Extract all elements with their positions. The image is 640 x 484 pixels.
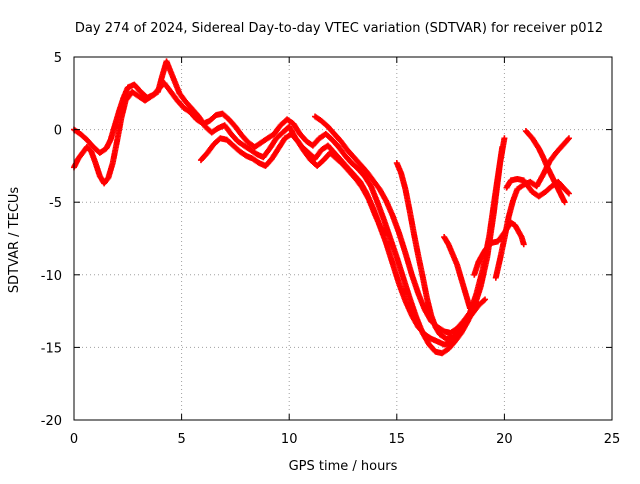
data-point bbox=[564, 189, 571, 196]
plot-frame bbox=[73, 56, 613, 421]
data-point bbox=[501, 135, 508, 142]
data-points bbox=[71, 58, 572, 357]
x-tick-label: 0 bbox=[70, 432, 78, 447]
y-axis-label: SDTVAR / TECUs bbox=[7, 187, 22, 294]
y-tick-label: -20 bbox=[41, 414, 62, 429]
y-tick-label: 5 bbox=[54, 51, 62, 66]
data-point bbox=[482, 296, 489, 303]
data-point bbox=[565, 190, 572, 197]
grid bbox=[74, 57, 612, 420]
axis-ticks: 0 5 10 15 20 25 -20 -15 -10 -5 0 5 bbox=[41, 51, 621, 447]
data-point bbox=[520, 241, 527, 248]
x-tick-label: 10 bbox=[281, 432, 298, 447]
data-point bbox=[466, 305, 473, 312]
data-point bbox=[561, 199, 568, 206]
data-point bbox=[480, 297, 487, 304]
x-tick-label: 5 bbox=[177, 432, 185, 447]
y-tick-label: -15 bbox=[41, 341, 62, 356]
y-tick-label: 0 bbox=[54, 124, 62, 139]
data-point bbox=[385, 231, 392, 238]
x-tick-label: 20 bbox=[496, 432, 513, 447]
data-point bbox=[565, 135, 572, 142]
data-point bbox=[565, 136, 572, 143]
y-tick-label: -10 bbox=[41, 269, 62, 284]
x-tick-label: 25 bbox=[604, 432, 621, 447]
x-axis-label: GPS time / hours bbox=[289, 459, 398, 474]
x-tick-label: 15 bbox=[389, 432, 406, 447]
chart-title: Day 274 of 2024, Sidereal Day-to-day VTE… bbox=[75, 21, 603, 36]
y-tick-label: -5 bbox=[49, 196, 62, 211]
data-point bbox=[499, 144, 506, 151]
